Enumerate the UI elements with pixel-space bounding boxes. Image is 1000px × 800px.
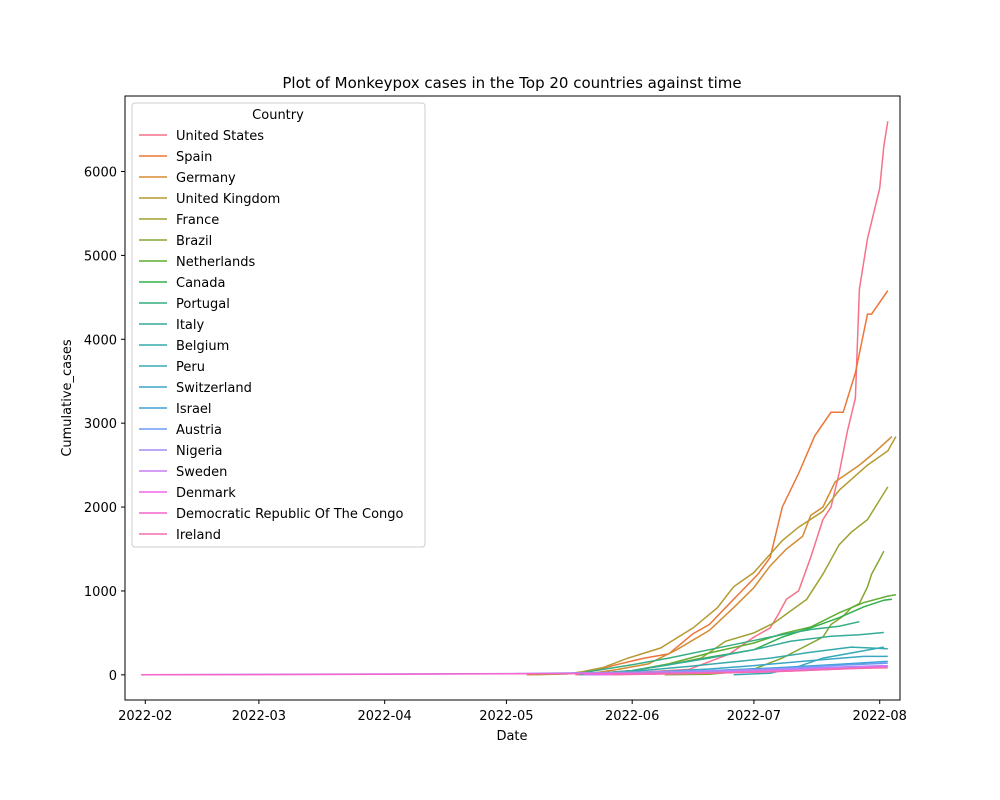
legend-label: Portugal — [176, 297, 230, 312]
y-tick-label: 4000 — [84, 333, 117, 348]
plot-lines — [141, 121, 897, 676]
x-tick-label: 2022-05 — [479, 709, 533, 724]
legend: Country United StatesSpainGermanyUnited … — [131, 102, 426, 548]
series-line-germany — [583, 436, 893, 676]
series-line-spain — [526, 290, 889, 676]
y-tick-label: 3000 — [84, 417, 117, 432]
series-line-france — [583, 486, 889, 676]
legend-label: Brazil — [176, 234, 212, 249]
legend-title: Country — [252, 108, 304, 123]
x-tick-label: 2022-04 — [358, 709, 412, 724]
y-axis: 0 1000 2000 3000 4000 5000 6000 — [84, 166, 125, 684]
legend-label: Nigeria — [176, 444, 223, 459]
legend-label: Democratic Republic Of The Congo — [176, 507, 404, 522]
x-tick-label: 2022-08 — [853, 709, 907, 724]
legend-label: Denmark — [176, 486, 236, 501]
x-axis: 2022-02 2022-03 2022-04 2022-05 2022-06 2022-… — [118, 700, 907, 724]
series-line-italy — [579, 631, 884, 676]
y-tick-label: 6000 — [84, 166, 117, 181]
x-tick-label: 2022-06 — [605, 709, 659, 724]
x-tick-label: 2022-02 — [118, 709, 172, 724]
legend-label: United Kingdom — [176, 192, 280, 207]
legend-label: Austria — [176, 423, 222, 438]
series-line-belgium — [583, 646, 888, 676]
legend-label: Spain — [176, 150, 212, 165]
x-tick-label: 2022-03 — [232, 709, 286, 724]
legend-box — [131, 102, 426, 548]
series-line-peru — [733, 646, 884, 676]
legend-label: Italy — [176, 318, 205, 333]
y-tick-label: 5000 — [84, 249, 117, 264]
legend-label: Germany — [176, 171, 236, 186]
legend-label: Switzerland — [176, 381, 252, 396]
series-line-portugal — [575, 620, 860, 675]
legend-label: Belgium — [176, 339, 229, 354]
chart-title: Plot of Monkeypox cases in the Top 20 co… — [282, 74, 741, 92]
y-tick-label: 1000 — [84, 585, 117, 600]
legend-label: United States — [176, 129, 264, 144]
y-tick-label: 2000 — [84, 501, 117, 516]
y-axis-label: Cumulative_cases — [60, 339, 75, 457]
series-line-united-states — [575, 121, 889, 676]
y-tick-label: 0 — [109, 669, 117, 684]
series-line-ireland — [611, 666, 888, 676]
legend-label: Canada — [176, 276, 225, 291]
legend-label: Ireland — [176, 528, 221, 543]
x-tick-label: 2022-07 — [727, 709, 781, 724]
plot-frame — [124, 95, 901, 701]
legend-label: Sweden — [176, 465, 227, 480]
legend-label: Netherlands — [176, 255, 255, 270]
legend-items: United States Spain Germany United Kingdom F… — [139, 129, 404, 543]
x-axis-label: Date — [496, 729, 527, 744]
legend-label: Israel — [176, 402, 212, 417]
legend-label: France — [176, 213, 219, 228]
legend-label: Peru — [176, 360, 205, 375]
series-line-united-kingdom — [530, 436, 897, 676]
